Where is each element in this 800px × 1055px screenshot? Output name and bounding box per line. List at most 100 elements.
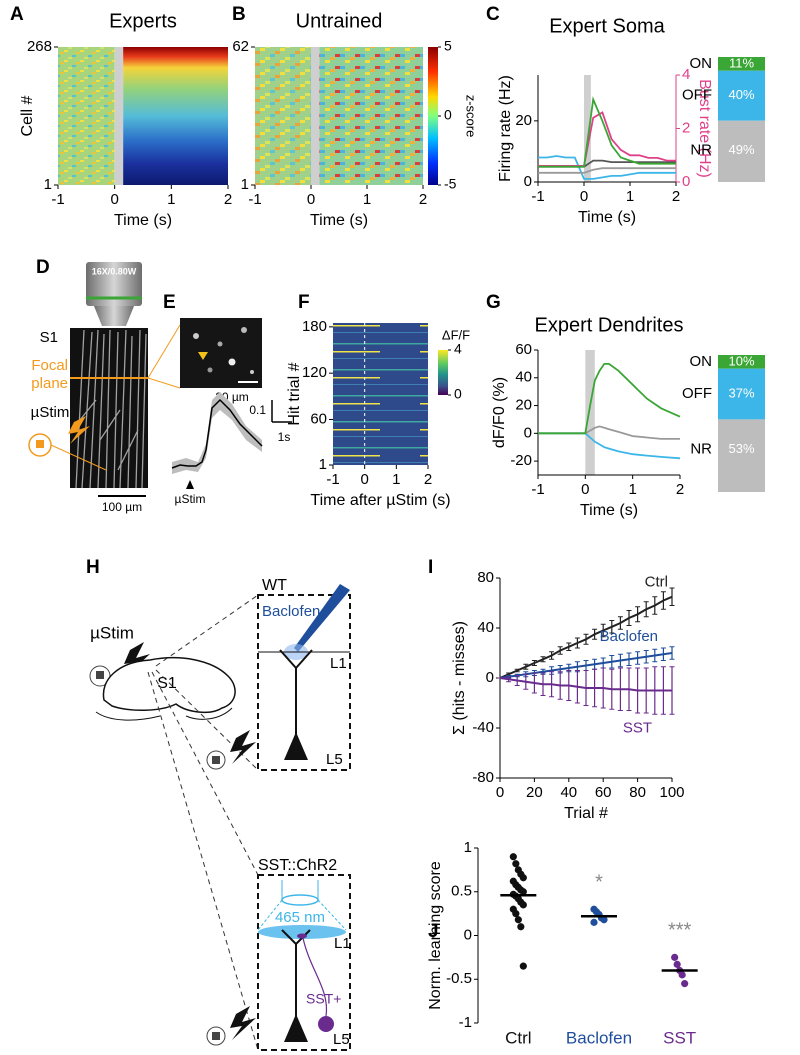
significance: *** <box>668 920 692 942</box>
stimulator-icon <box>96 671 104 679</box>
y-tick-label: 120 <box>302 364 327 381</box>
drug-label: Baclofen <box>262 603 320 620</box>
x-tick-label: 1 <box>167 191 175 208</box>
x-tick-label: 20 <box>526 784 543 801</box>
bar-category-label: OFF <box>682 87 712 104</box>
y-tick-label: 1 <box>44 176 52 193</box>
x-tick-label: 60 <box>595 784 612 801</box>
stimulator-icon <box>212 756 220 764</box>
trace <box>171 398 263 469</box>
layer-label: L5 <box>326 751 343 768</box>
panel-label: I <box>428 557 433 578</box>
y-tick-label: 60 <box>310 410 327 427</box>
category-label: Ctrl <box>505 1028 531 1047</box>
x-tick-label: 0 <box>581 481 589 498</box>
bar-value-label: 11% <box>729 55 754 70</box>
y-tick-label: 268 <box>27 38 52 55</box>
y-tick-label: -1 <box>459 1014 472 1031</box>
spine <box>250 370 254 374</box>
y-tick-label: -0.5 <box>446 970 472 987</box>
light-cone <box>317 899 347 931</box>
spine <box>217 341 223 347</box>
panel-label: B <box>232 4 246 25</box>
panel-label: H <box>86 557 100 578</box>
x-tick-label: 2 <box>419 191 427 208</box>
bar-value-label: 37% <box>728 385 754 400</box>
colorbar-tick-label: -5 <box>444 176 457 192</box>
region-label: S1 <box>40 329 58 346</box>
x-tick-label: 1 <box>626 188 634 205</box>
light-label: 465 nm <box>275 909 325 926</box>
data-point <box>673 960 681 968</box>
data-point <box>509 853 517 861</box>
y-tick-label: 20 <box>515 112 532 129</box>
panel-d: 16X/0.80W S1 Focal plane µStim 100 µm <box>28 262 181 514</box>
y-tick-label: 1 <box>319 456 327 473</box>
series-label: Ctrl <box>645 574 668 591</box>
x-tick-label: 0 <box>496 784 504 801</box>
electrode <box>50 444 107 471</box>
panel-label: D <box>36 257 50 278</box>
pipette <box>294 584 350 652</box>
bar-value-label: 53% <box>728 441 754 456</box>
data-point <box>519 874 527 882</box>
x-tick-label: 1 <box>392 471 400 488</box>
y-tick-label: 0 <box>524 424 532 441</box>
stim-label: µStim <box>90 623 134 642</box>
y2-tick-label: 2 <box>682 119 690 136</box>
pyramidal-neuron <box>284 1014 308 1042</box>
stim-label: µStim <box>31 404 70 421</box>
bar-segment <box>718 368 765 420</box>
spine <box>193 333 199 339</box>
sst-neuron <box>318 1016 334 1032</box>
spine <box>207 367 213 373</box>
x-axis-label: Trial # <box>564 805 608 822</box>
data-point <box>671 953 679 961</box>
stim-window <box>584 75 591 182</box>
bar-value-label: 49% <box>728 142 754 157</box>
x-tick-label: 100 <box>659 784 684 801</box>
colorbar-label: z-score <box>464 95 479 138</box>
stimulator-icon <box>206 750 226 770</box>
layer-label: L5 <box>333 1031 350 1048</box>
x-tick-label: -1 <box>531 188 544 205</box>
region-label: S1 <box>157 675 177 692</box>
x-tick-label: 0 <box>360 471 368 488</box>
y-tick-label: 40 <box>477 619 494 636</box>
data-point <box>519 901 527 909</box>
heatmap <box>333 323 428 465</box>
sst-axon <box>302 937 328 1017</box>
x-tick-label: -1 <box>51 191 64 208</box>
scale-label: 0.1 <box>249 403 266 417</box>
y-tick-label: -20 <box>510 452 532 469</box>
data-point <box>517 923 525 931</box>
dendrite-image <box>180 318 262 388</box>
y-axis-label: dF/F0 (%) <box>491 377 508 448</box>
x-tick-label: 2 <box>672 188 680 205</box>
y2-axis-label: Bust rate (Hz) <box>696 79 713 178</box>
y-tick-label: 80 <box>477 569 494 586</box>
significance: * <box>595 872 603 894</box>
chart-title: Experts <box>109 10 177 32</box>
brain-outline <box>95 707 233 721</box>
y-axis-label: Firing rate (Hz) <box>497 75 514 182</box>
x-tick-label: 0 <box>110 191 118 208</box>
y2-tick-label: 4 <box>682 66 690 83</box>
stim-bolt <box>68 416 90 444</box>
y-tick-label: 180 <box>302 318 327 335</box>
bar-segment <box>718 355 765 369</box>
series-label: Baclofen <box>600 628 658 645</box>
dendrite <box>279 649 313 740</box>
stim-window <box>585 350 595 475</box>
x-tick-label: 1 <box>628 481 636 498</box>
x-tick-label: -1 <box>248 191 261 208</box>
colorbar-tick-label: 0 <box>454 386 462 402</box>
chart-title: Expert Soma <box>549 15 665 37</box>
data-point <box>519 962 527 970</box>
data-point <box>514 916 522 924</box>
heatmap-post <box>123 47 228 185</box>
x-axis-label: Time (s) <box>578 209 636 226</box>
y-tick-label: 0 <box>524 173 532 190</box>
